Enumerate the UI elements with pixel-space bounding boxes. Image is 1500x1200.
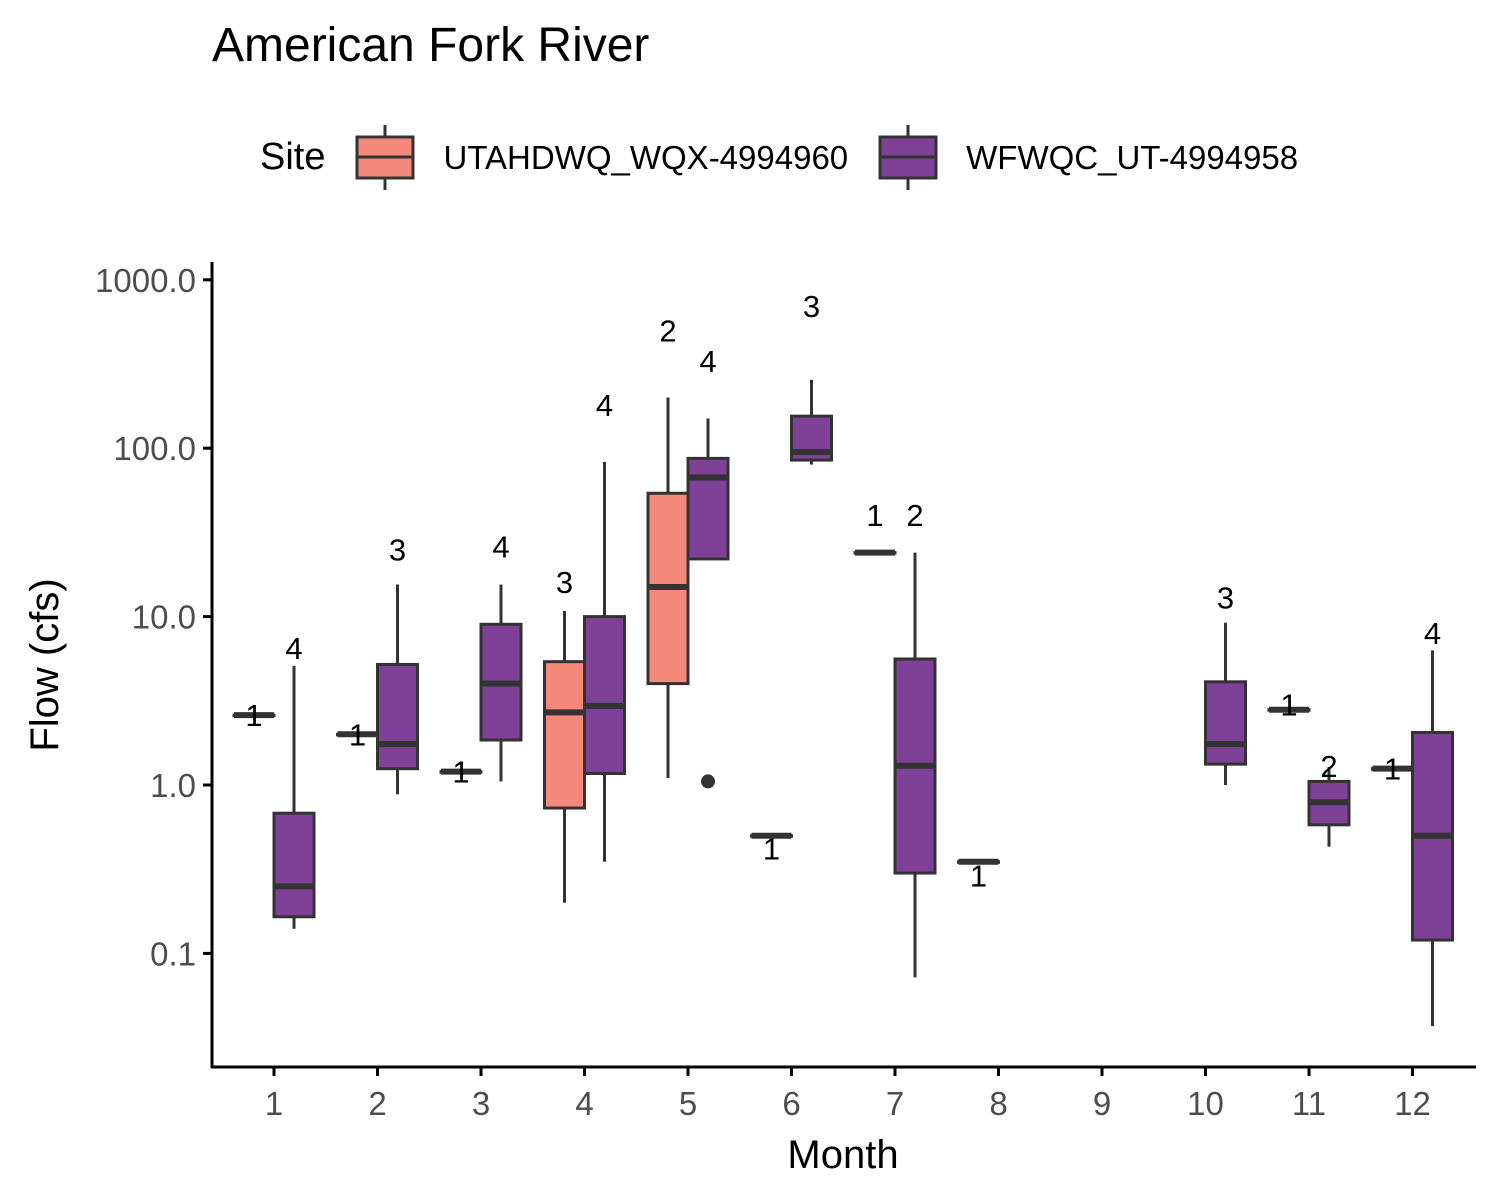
y-tick-label: 1.0 xyxy=(150,767,196,804)
count-label: 1 xyxy=(763,831,780,866)
y-tick-label: 0.1 xyxy=(150,935,196,972)
box-plot-utahdwq-month-6 xyxy=(750,832,793,839)
box-plot-utahdwq-month-7 xyxy=(853,549,897,556)
legend-key-series-2 xyxy=(878,125,938,190)
box-plot-utahdwq-month-5 xyxy=(646,397,690,779)
count-label: 1 xyxy=(245,698,262,733)
box-plot-utahdwq-month-3 xyxy=(439,768,483,775)
box-plot-utahdwq-month-4 xyxy=(543,610,586,903)
count-label: 2 xyxy=(906,498,923,533)
count-label: 1 xyxy=(1384,752,1401,787)
box-plot-utahdwq-month-1 xyxy=(232,712,276,719)
x-tick-label: 9 xyxy=(1093,1085,1111,1122)
count-label: 2 xyxy=(659,313,676,348)
legend: Site UTAHDWQ_WQX-4994960 WFWQC_UT-499495… xyxy=(260,125,1328,190)
chart-title: American Fork River xyxy=(212,19,650,72)
count-label: 3 xyxy=(1217,580,1234,615)
outlier-point xyxy=(701,774,715,789)
box xyxy=(272,811,316,919)
x-tick-label: 8 xyxy=(989,1085,1007,1122)
box-plot-wfwqc-month-7 xyxy=(893,552,937,978)
box-plot-wfwqc-month-10 xyxy=(1204,622,1247,785)
box-plot-wfwqc-month-6 xyxy=(790,379,833,465)
count-label: 3 xyxy=(556,565,573,600)
box xyxy=(543,660,586,810)
count-label: 1 xyxy=(866,498,883,533)
box-plot-utahdwq-month-11 xyxy=(1267,706,1311,713)
legend-key-series-1 xyxy=(355,125,415,190)
box-plot-wfwqc-month-11 xyxy=(1307,766,1351,847)
box-plot-wfwqc-month-1 xyxy=(272,665,316,929)
box-plot-wfwqc-month-2 xyxy=(376,584,419,795)
x-tick-label: 3 xyxy=(472,1085,490,1122)
legend-label-series-2: WFWQC_UT-4994958 xyxy=(966,138,1299,176)
y-tick-label: 1000.0 xyxy=(95,262,196,299)
box-plot-wfwqc-month-3 xyxy=(479,584,523,782)
y-tick-label: 100.0 xyxy=(113,430,196,467)
box-plot-wfwqc-month-4 xyxy=(583,461,626,862)
count-label: 4 xyxy=(596,388,613,423)
x-tick-label: 1 xyxy=(265,1085,283,1122)
legend-item-series-2: WFWQC_UT-4994958 xyxy=(878,125,1298,190)
count-label: 4 xyxy=(699,344,716,379)
x-axis-label: Month xyxy=(787,1133,898,1177)
count-label: 2 xyxy=(1320,749,1337,784)
x-tick-label: 7 xyxy=(886,1085,904,1122)
x-tick-label: 2 xyxy=(368,1085,386,1122)
box xyxy=(686,456,730,561)
legend-title: Site xyxy=(260,136,326,178)
count-label: 4 xyxy=(285,631,302,666)
legend-label-series-1: UTAHDWQ_WQX-4994960 xyxy=(443,138,849,176)
x-tick-label: 11 xyxy=(1292,1085,1326,1122)
x-tick-label: 12 xyxy=(1394,1085,1431,1122)
x-tick-label: 5 xyxy=(679,1085,697,1122)
count-label: 3 xyxy=(389,533,406,568)
count-label: 1 xyxy=(452,755,469,790)
box xyxy=(583,615,626,776)
legend-item-series-1: UTAHDWQ_WQX-4994960 xyxy=(355,125,848,190)
count-label: 1 xyxy=(349,717,366,752)
box xyxy=(376,662,419,771)
x-tick-label: 6 xyxy=(782,1085,800,1122)
box-plot-wfwqc-month-12 xyxy=(1411,650,1454,1027)
x-tick-label: 10 xyxy=(1187,1085,1224,1122)
y-axis-label: Flow (cfs) xyxy=(23,578,67,751)
x-tick-label: 4 xyxy=(575,1085,593,1122)
count-label: 4 xyxy=(1424,616,1441,651)
count-label: 1 xyxy=(970,859,987,894)
y-tick-label: 10.0 xyxy=(132,599,196,636)
count-label: 1 xyxy=(1280,688,1297,723)
count-label: 3 xyxy=(803,289,820,324)
box-plot-wfwqc-month-5 xyxy=(686,418,730,789)
count-label: 4 xyxy=(492,530,509,565)
box xyxy=(1204,680,1247,766)
box-plot-utahdwq-month-8 xyxy=(957,858,1000,865)
